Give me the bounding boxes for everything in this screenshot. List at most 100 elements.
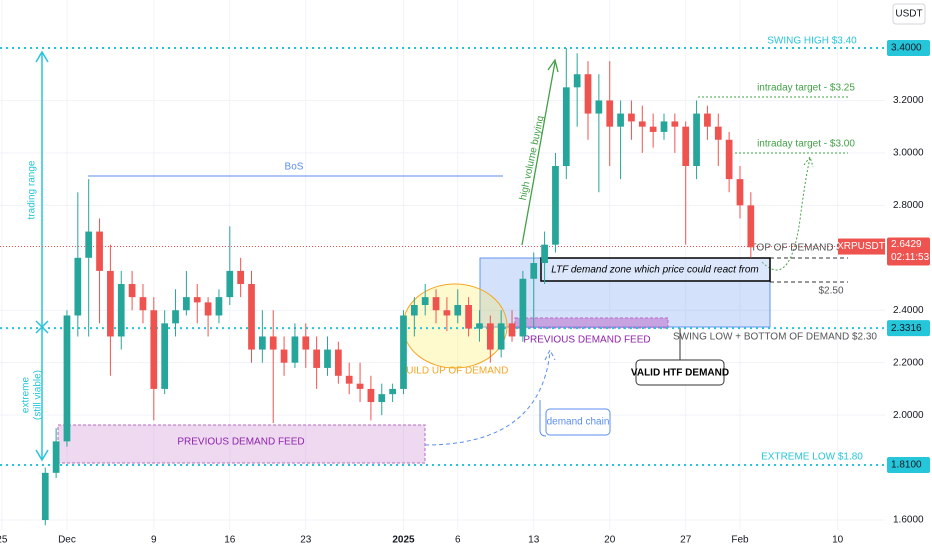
x-tick-label: 2025 [392,535,415,546]
annotation: BUILD UP OF DEMAND [400,366,509,377]
candle-body [530,263,538,279]
candle-body [671,121,679,127]
candle-body [204,302,212,316]
annotation: demand chain [547,417,610,428]
level-tag-label: 3.4000 [891,43,922,54]
candle-body [117,284,125,337]
candle-body [476,323,483,329]
annotation: SWING LOW + BOTTOM OF DEMAND $2.30 [673,332,877,343]
chain-box [545,408,611,436]
x-tick-label: 16 [224,535,236,546]
candle-body [150,310,158,389]
candle-body [85,231,93,258]
candle-body [584,74,592,114]
candle-body [465,304,472,329]
candle-body [128,284,136,298]
annotation: EXTREME LOW $1.80 [761,452,863,463]
candle-body [638,121,646,127]
x-tick-label: 13 [528,535,540,546]
candle-body [172,310,179,324]
currency-box[interactable] [892,3,926,25]
candle-body [291,336,299,363]
x-tick-label: 9 [151,535,157,546]
demand-zone-low [57,424,426,464]
y-tick-label: 2.4000 [893,305,924,316]
candle-body [704,113,711,127]
annotation: intraday target - $3.25 [757,83,855,94]
y-tick-label: 1.6000 [893,515,924,526]
candle-body [693,113,700,167]
candle-body [345,375,353,384]
annotation: (still viable) [33,370,44,420]
candle-body [269,336,277,350]
candle-body [682,126,690,167]
candle-body [193,297,201,303]
candle-body [562,87,570,167]
currency: USDT [895,9,922,20]
candle-body [454,304,462,316]
candle-body [324,349,331,368]
candle-body [248,284,255,350]
candle-body [410,304,418,316]
annotation: PREVIOUS DEMAND FEED [523,335,650,346]
level-tag [887,320,930,337]
y-tick-label: 2.2000 [893,357,924,368]
x-tick-label: Feb [731,535,749,546]
chain-connector [539,400,547,437]
candle-body [41,472,49,521]
candle-body [356,383,364,389]
level-tag-label: 2.3316 [891,323,922,334]
demand-zone-htf [479,257,771,328]
x-tick-label: 25 [0,535,8,546]
ltf-box [540,257,771,282]
candle-body [226,270,234,298]
symbol-tag [838,238,885,255]
candle-body [215,297,223,316]
annotation: LTF demand zone which price could react … [551,265,759,276]
y-tick-label: 2.8000 [893,200,924,211]
candle-body [660,121,668,132]
annotation: intraday target - $3.00 [757,139,855,150]
candle-body [573,74,581,88]
candle-body [52,441,60,473]
annotation: TOP OF DEMAND $2.60 [751,243,862,254]
candle-body [107,270,114,337]
candle-body [378,394,386,403]
volume-arrow [521,58,559,246]
candle-body [367,388,375,403]
candle-body [432,297,440,311]
zones [0,46,885,466]
time-axis-bg [0,530,932,550]
annotation: SWING HIGH $3.40 [767,36,857,47]
candle-body [486,323,494,350]
price-tag-label: 2.6429 [891,239,922,250]
candle-body [389,388,396,395]
candle-body [747,205,755,248]
candle-body [258,336,266,350]
x-tick-label: 27 [680,535,692,546]
candle-body [74,257,82,316]
candle-body [541,244,548,264]
y-tick-label: 2.0000 [893,410,924,421]
candle-body [725,139,733,180]
symbol-label: XRPUSDT [837,241,885,252]
candle-body [334,349,342,376]
level-tag [887,456,930,473]
candle-body [139,297,147,311]
price-tag [887,237,930,266]
candle-body [237,270,245,285]
candle-body [400,315,407,389]
candle-body [628,113,635,122]
range-arrow-heads [35,50,49,462]
candle-body [443,310,451,316]
candle-body [508,323,516,337]
demand-chain-arrow [424,348,556,446]
candle-body [736,179,744,206]
candle-body [63,315,71,442]
candle-body [552,166,559,245]
x-tick-label: 6 [455,535,461,546]
y-tick-label: 3.0000 [893,148,924,159]
htf-box [635,359,725,386]
candle-body [96,231,103,271]
candle-body [519,278,527,337]
